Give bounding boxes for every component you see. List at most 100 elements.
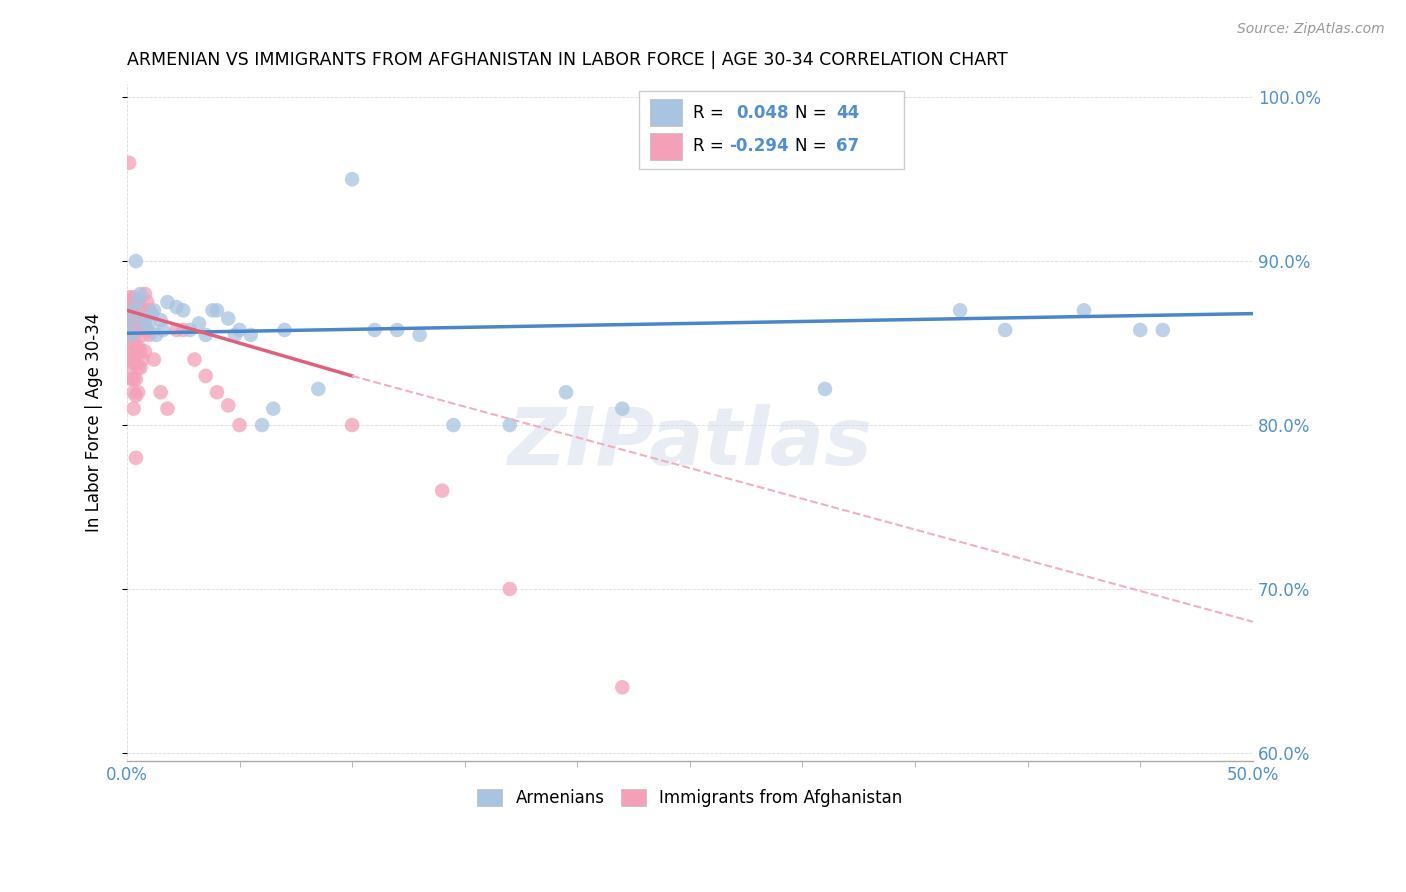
Point [120, 327, 142, 342]
Point [125, 388, 148, 402]
Point [125, 339, 148, 353]
Point [120, 344, 142, 359]
Point [239, 327, 262, 342]
Point [217, 311, 239, 326]
Point [138, 303, 160, 318]
Point [125, 450, 148, 465]
Text: ARMENIAN VS IMMIGRANTS FROM AFGHANISTAN IN LABOR FORCE | AGE 30-34 CORRELATION C: ARMENIAN VS IMMIGRANTS FROM AFGHANISTAN … [127, 51, 1008, 69]
Point [499, 418, 522, 433]
Point [149, 313, 172, 327]
Point [156, 295, 179, 310]
Point [385, 323, 408, 337]
Point [127, 385, 149, 400]
Point [122, 290, 145, 304]
Point [129, 300, 152, 314]
Point [1129, 323, 1152, 337]
Point [138, 317, 160, 331]
Point [408, 327, 430, 342]
Point [120, 327, 142, 342]
Point [122, 344, 145, 359]
Point [129, 323, 152, 337]
Point [131, 352, 153, 367]
Point [273, 323, 295, 337]
FancyBboxPatch shape [640, 91, 904, 169]
Point [165, 323, 187, 337]
Point [188, 317, 211, 331]
Point [122, 356, 145, 370]
Point [129, 344, 152, 359]
Point [120, 323, 142, 337]
Point [145, 327, 167, 342]
Point [122, 323, 145, 337]
Text: 44: 44 [837, 103, 859, 121]
Point [228, 418, 250, 433]
Point [129, 287, 152, 301]
Text: R =: R = [693, 103, 730, 121]
Point [122, 300, 145, 314]
Point [205, 303, 228, 318]
Bar [651, 133, 682, 160]
Point [262, 401, 284, 416]
Point [120, 300, 142, 314]
Point [122, 385, 145, 400]
Point [122, 333, 145, 347]
Point [1073, 303, 1095, 318]
Point [555, 385, 578, 400]
Point [125, 356, 148, 370]
Text: N =: N = [794, 137, 831, 155]
Point [172, 303, 194, 318]
Point [120, 317, 142, 331]
Point [134, 317, 156, 331]
Point [179, 323, 201, 337]
Point [172, 323, 194, 337]
Point [118, 303, 141, 318]
Point [120, 360, 142, 375]
Point [307, 382, 329, 396]
Point [127, 293, 149, 308]
Point [125, 323, 148, 337]
Point [340, 418, 363, 433]
Point [127, 295, 149, 310]
Point [122, 401, 145, 416]
Point [125, 307, 148, 321]
Y-axis label: In Labor Force | Age 30-34: In Labor Force | Age 30-34 [86, 313, 103, 533]
Point [120, 352, 142, 367]
Point [949, 303, 972, 318]
Point [120, 336, 142, 351]
Point [142, 303, 165, 318]
Text: 0.048: 0.048 [735, 103, 789, 121]
Point [612, 681, 634, 695]
Point [142, 352, 165, 367]
Text: N =: N = [794, 103, 831, 121]
Point [134, 287, 156, 301]
Point [120, 305, 142, 319]
Point [205, 385, 228, 400]
Point [201, 303, 224, 318]
Point [441, 418, 464, 433]
Point [118, 290, 141, 304]
Point [165, 300, 187, 314]
Point [194, 368, 217, 383]
Point [125, 254, 148, 268]
Point [118, 307, 141, 321]
Point [129, 360, 152, 375]
Point [120, 293, 142, 308]
Point [122, 303, 145, 318]
Point [1152, 323, 1174, 337]
Point [499, 582, 522, 596]
Point [122, 311, 145, 326]
Point [224, 327, 246, 342]
Text: R =: R = [693, 137, 730, 155]
Bar [651, 99, 682, 126]
Point [122, 372, 145, 386]
Point [141, 307, 163, 321]
Point [994, 323, 1017, 337]
Point [149, 385, 172, 400]
Point [136, 323, 159, 337]
Point [612, 401, 634, 416]
Point [430, 483, 453, 498]
Point [138, 327, 160, 342]
Point [156, 401, 179, 416]
Text: 67: 67 [837, 137, 859, 155]
Text: ZIPatlas: ZIPatlas [508, 404, 872, 482]
